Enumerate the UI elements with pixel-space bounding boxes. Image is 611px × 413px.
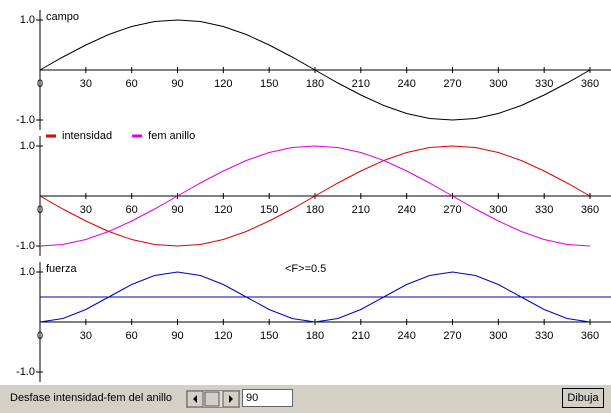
y-tick-label: -1.0 — [16, 240, 35, 252]
y-tick-label: 1.0 — [20, 266, 35, 278]
x-tick-label: 210 — [352, 78, 370, 90]
x-tick-label: 330 — [535, 204, 553, 216]
chart-title: fuerza — [46, 263, 77, 275]
scrollbar-graphic — [186, 390, 240, 408]
x-tick-label: 120 — [214, 330, 232, 342]
x-tick-label: 360 — [581, 204, 599, 216]
y-tick-label: 1.0 — [20, 14, 35, 26]
x-tick-label: 90 — [171, 204, 183, 216]
scroll-thumb[interactable] — [204, 391, 220, 407]
x-tick-label: 240 — [397, 78, 415, 90]
x-tick-label: 270 — [443, 330, 461, 342]
x-tick-label: 30 — [80, 204, 92, 216]
value-field[interactable]: 90 — [242, 389, 293, 407]
annotation: <F>=0.5 — [285, 263, 326, 275]
x-tick-label: 330 — [535, 330, 553, 342]
scrollbar[interactable] — [186, 390, 240, 408]
x-tick-label: 120 — [214, 204, 232, 216]
legend-label: fem anillo — [148, 130, 195, 142]
y-tick-label: 1.0 — [20, 140, 35, 152]
x-tick-label: 0 — [37, 204, 43, 216]
x-tick-label: 150 — [260, 204, 278, 216]
curve — [39, 271, 591, 323]
x-tick-label: 180 — [306, 204, 324, 216]
charts: 0 30 60 90 120 150 180 210 240 270 300 330 3601.0-1.… — [16, 10, 611, 382]
x-tick-label: 60 — [126, 330, 138, 342]
x-tick-label: 210 — [352, 330, 370, 342]
x-tick-label: 330 — [535, 78, 553, 90]
control-bar: Desfase intensidad-fem del anillo 90 Dib… — [0, 384, 611, 413]
control-label: Desfase intensidad-fem del anillo — [10, 392, 173, 404]
x-tick-label: 300 — [489, 204, 507, 216]
draw-button[interactable]: Dibuja — [562, 388, 604, 408]
x-tick-label: 90 — [171, 330, 183, 342]
arrow-left — [193, 395, 197, 403]
x-tick-label: 30 — [80, 330, 92, 342]
x-tick-label: 0 — [37, 330, 43, 342]
x-tick-label: 210 — [352, 204, 370, 216]
x-tick-label: 90 — [171, 78, 183, 90]
x-tick-label: 270 — [443, 204, 461, 216]
x-tick-label: 150 — [260, 330, 278, 342]
x-tick-label: 360 — [581, 78, 599, 90]
x-tick-label: 120 — [214, 78, 232, 90]
legend-label: intensidad — [62, 130, 112, 142]
x-tick-label: 180 — [306, 330, 324, 342]
x-tick-label: 180 — [306, 78, 324, 90]
x-tick-label: 240 — [397, 330, 415, 342]
curve — [39, 145, 591, 247]
curve — [39, 19, 591, 121]
x-tick-label: 150 — [260, 78, 278, 90]
x-tick-label: 0 — [37, 78, 43, 90]
y-tick-label: -1.0 — [16, 366, 35, 378]
x-tick-label: 60 — [126, 78, 138, 90]
chart-title: campo — [46, 11, 79, 23]
x-tick-label: 360 — [581, 330, 599, 342]
x-tick-label: 30 — [80, 78, 92, 90]
x-tick-label: 300 — [489, 330, 507, 342]
x-tick-label: 300 — [489, 78, 507, 90]
x-tick-label: 60 — [126, 204, 138, 216]
x-tick-label: 240 — [397, 204, 415, 216]
y-tick-label: -1.0 — [16, 114, 35, 126]
arrow-right — [229, 395, 233, 403]
curve — [39, 145, 591, 247]
x-tick-label: 270 — [443, 78, 461, 90]
